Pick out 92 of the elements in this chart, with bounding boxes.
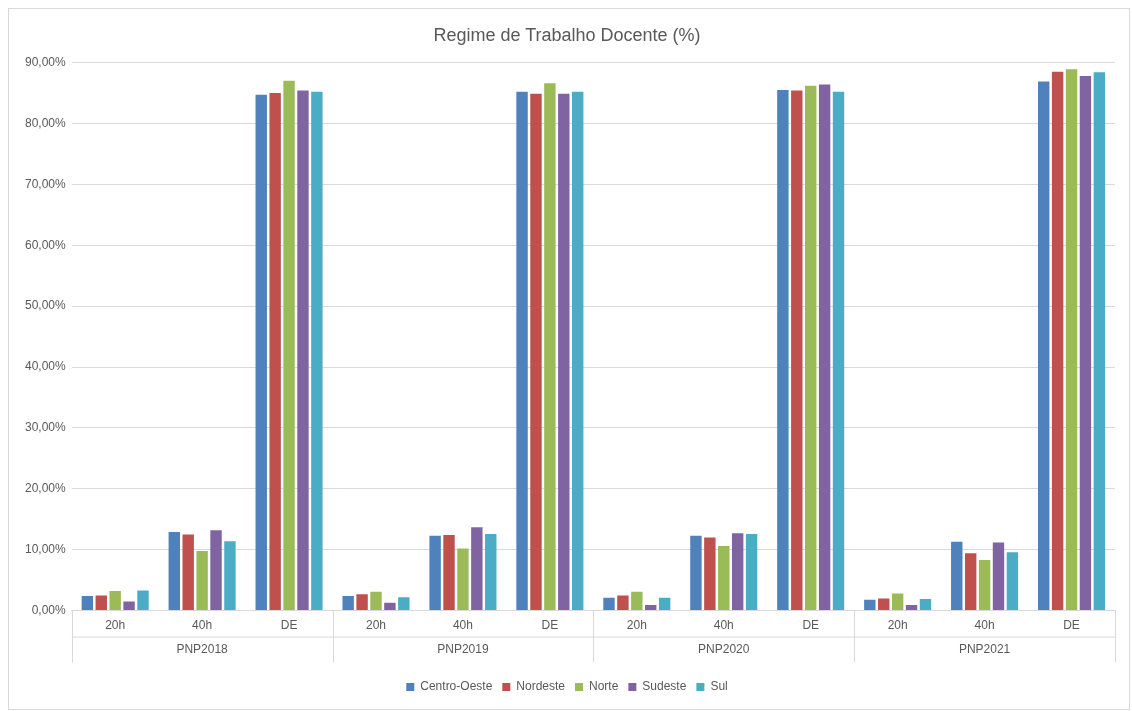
x-tick-label: DE xyxy=(1063,618,1080,633)
bar xyxy=(95,595,107,611)
bar xyxy=(1006,552,1019,611)
bar xyxy=(631,591,643,611)
bar xyxy=(471,527,483,611)
bar xyxy=(878,598,890,611)
bar xyxy=(718,546,730,611)
x-tick-label: 40h xyxy=(192,618,213,633)
bar xyxy=(731,533,744,611)
bar xyxy=(1038,81,1050,611)
bar xyxy=(951,541,963,611)
bar xyxy=(457,548,469,611)
bar xyxy=(1079,76,1092,611)
x-tick-label: DE xyxy=(802,618,820,633)
bar xyxy=(255,94,267,611)
y-tick-label: 50,00% xyxy=(25,298,67,313)
bar xyxy=(544,83,556,611)
y-tick-label: 0,00% xyxy=(31,602,67,617)
bar xyxy=(311,91,323,611)
bar xyxy=(864,599,876,611)
bar xyxy=(485,533,497,611)
bar xyxy=(964,553,977,611)
x-tick-label: 20h xyxy=(887,618,908,633)
legend-label: Norte xyxy=(589,679,619,694)
x-tick-label: 40h xyxy=(713,618,734,633)
bar xyxy=(891,593,904,611)
bar xyxy=(704,537,716,611)
text: PNP2018 xyxy=(176,641,229,656)
bar xyxy=(356,594,368,611)
bar xyxy=(196,550,208,611)
bar xyxy=(269,93,281,611)
legend-label: Centro-Oeste xyxy=(420,679,493,694)
x-tick-label: 40h xyxy=(452,618,473,633)
bar xyxy=(905,605,918,611)
bar xyxy=(1065,69,1078,611)
bar xyxy=(617,595,629,611)
bar xyxy=(283,80,295,611)
bar xyxy=(919,599,932,611)
bar xyxy=(182,534,194,611)
bar xyxy=(572,91,584,611)
bar xyxy=(1051,71,1064,611)
y-tick-label: 10,00% xyxy=(25,542,67,557)
x-tick-label: DE xyxy=(541,618,559,633)
bar xyxy=(81,595,94,611)
y-tick-label: 20,00% xyxy=(25,481,67,496)
bar xyxy=(443,535,455,611)
bar xyxy=(342,595,354,611)
legend-label: Sul xyxy=(710,679,728,694)
bar xyxy=(805,85,817,611)
x-tick-label: 20h xyxy=(626,618,647,633)
text: PNP2019 xyxy=(437,641,489,656)
bar xyxy=(690,535,702,611)
bar xyxy=(516,91,528,611)
bar xyxy=(137,590,149,611)
bar xyxy=(1093,72,1106,611)
text: PNP2020 xyxy=(698,641,750,656)
text: PNP2021 xyxy=(958,641,1011,656)
bar xyxy=(168,532,180,611)
bar xyxy=(791,90,803,611)
bar xyxy=(429,535,441,611)
legend-label: Nordeste xyxy=(516,679,566,694)
bar xyxy=(658,597,671,611)
x-tick-label: 20h xyxy=(105,618,126,633)
bar xyxy=(832,91,845,611)
bar xyxy=(210,530,222,611)
bar xyxy=(992,542,1005,611)
bar xyxy=(777,90,789,611)
bar xyxy=(978,560,991,611)
y-tick-label: 90,00% xyxy=(25,54,67,69)
bar xyxy=(398,597,410,611)
y-tick-label: 80,00% xyxy=(25,115,67,130)
legend-label: Sudeste xyxy=(642,679,687,694)
y-tick-label: 60,00% xyxy=(25,237,67,252)
x-tick-label: 40h xyxy=(974,618,995,633)
y-tick-label: 70,00% xyxy=(25,176,67,191)
bar xyxy=(818,84,831,611)
chart-title: Regime de Trabalho Docente (%) xyxy=(433,24,701,45)
bar xyxy=(645,605,657,611)
bar xyxy=(603,597,615,611)
x-tick-label: DE xyxy=(280,618,298,633)
bar xyxy=(123,601,135,611)
bar xyxy=(224,541,236,611)
y-tick-label: 30,00% xyxy=(25,420,67,435)
bar xyxy=(370,591,382,611)
y-tick-label: 40,00% xyxy=(25,359,67,374)
bar xyxy=(558,93,570,611)
bar xyxy=(745,533,758,611)
bar xyxy=(384,602,396,611)
bar xyxy=(297,90,309,611)
bar xyxy=(109,591,121,611)
x-tick-label: 20h xyxy=(365,618,387,633)
bar xyxy=(530,93,542,611)
